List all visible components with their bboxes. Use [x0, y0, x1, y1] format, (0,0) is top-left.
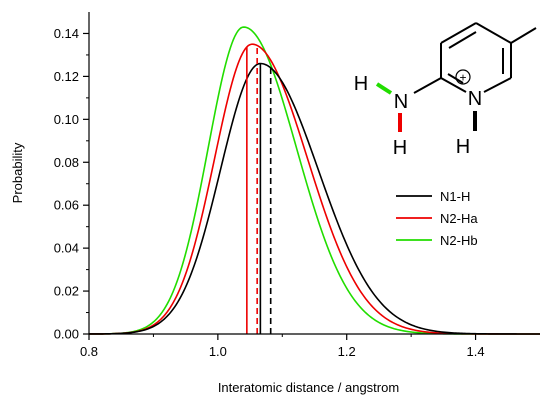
atom-n-amine: N [394, 91, 408, 113]
x-tick-label: 1.2 [338, 344, 356, 359]
x-axis-label: Interatomic distance / angstrom [218, 380, 399, 395]
methyl-bond [510, 27, 537, 44]
x-tick-label: 0.8 [80, 344, 98, 359]
ring-bond [475, 22, 512, 44]
atom-h-ring-bottom: H [456, 136, 470, 158]
y-tick-label: 0.08 [54, 155, 79, 170]
amine-bond [413, 77, 442, 94]
ring-bond [440, 77, 467, 93]
charge-circle-icon [455, 69, 471, 85]
atom-h-left: H [354, 73, 368, 95]
y-tick-label: 0.14 [54, 26, 79, 41]
ring-bond [440, 22, 477, 44]
y-tick-label: 0.00 [54, 327, 79, 342]
charge-symbol: + [459, 71, 466, 85]
y-axis-label: Probability [10, 142, 25, 203]
legend-label-n1-h: N1-H [440, 189, 470, 204]
y-tick-label: 0.06 [54, 198, 79, 213]
legend-label-n2-hb: N2-Hb [440, 233, 478, 248]
legend-label-n2-ha: N2-Ha [440, 211, 478, 226]
atom-h-amine-bottom: H [393, 137, 407, 159]
y-tick-label: 0.10 [54, 112, 79, 127]
ring-bond [448, 31, 477, 49]
plot-layer [88, 26, 540, 335]
x-tick-label: 1.0 [209, 344, 227, 359]
y-tick-label: 0.12 [54, 69, 79, 84]
legend: N1-H N2-Ha N2-Hb [396, 189, 478, 248]
nh-green-bond [375, 82, 393, 95]
ring-bond [483, 77, 512, 93]
y-tick-label: 0.02 [54, 284, 79, 299]
axes-layer: 0.00 0.02 0.04 0.06 0.08 0.10 0.12 0.14 0.8 1.0 1.… [10, 12, 540, 395]
y-tick-label: 0.04 [54, 241, 79, 256]
molecule-inset: H N H N H + [354, 22, 537, 159]
x-tick-label: 1.4 [467, 344, 485, 359]
ring-bond [447, 73, 464, 84]
atom-n-ring: N [468, 88, 482, 110]
